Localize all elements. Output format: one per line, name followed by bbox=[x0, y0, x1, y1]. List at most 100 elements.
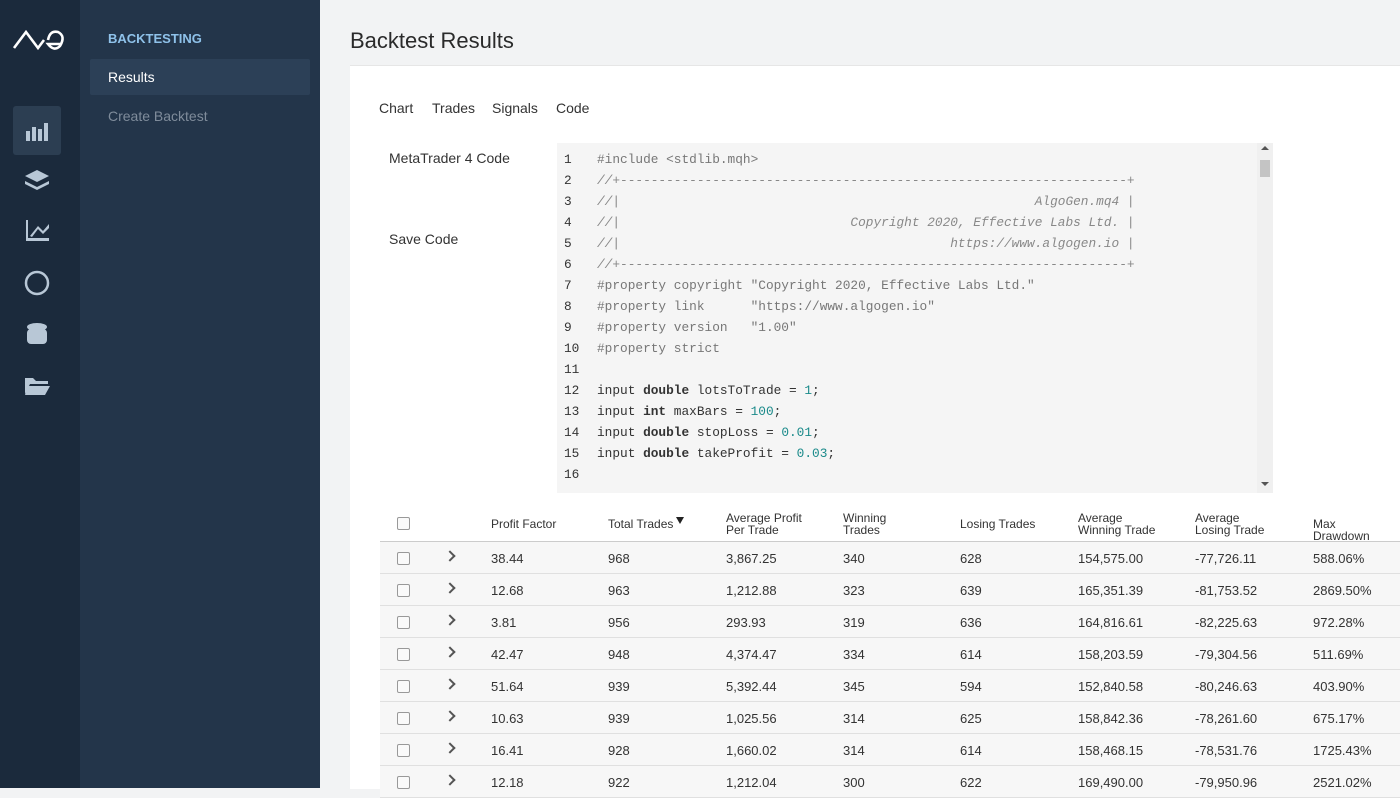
table-row: 51.64 939 5,392.44 345 594 152,840.58 -80,246.… bbox=[380, 670, 1400, 702]
line-number: 7 bbox=[564, 278, 572, 293]
line-number: 6 bbox=[564, 257, 572, 272]
code-token: input bbox=[597, 383, 644, 398]
side-menu-item[interactable]: Save Code bbox=[389, 231, 459, 247]
line-number: 13 bbox=[564, 404, 580, 419]
table-cell: 2521.02% bbox=[1313, 775, 1372, 790]
table-cell: 594 bbox=[960, 679, 982, 694]
column-header[interactable]: Average Profit Per Trade bbox=[726, 511, 802, 537]
table-cell: 340 bbox=[843, 551, 865, 566]
column-header[interactable]: Losing Trades bbox=[960, 517, 1036, 531]
table-cell: 300 bbox=[843, 775, 865, 790]
tab[interactable]: Code bbox=[556, 100, 590, 116]
nav-icons[interactable] bbox=[24, 123, 50, 395]
expand-chevron[interactable] bbox=[444, 774, 456, 786]
expand-chevron[interactable] bbox=[444, 550, 456, 562]
scrollbar[interactable] bbox=[1257, 143, 1273, 493]
expand-chevron[interactable] bbox=[444, 710, 456, 722]
expand-chevron[interactable] bbox=[444, 646, 456, 658]
column-header[interactable]: Winning Trades bbox=[843, 511, 887, 537]
code-line: input int maxBars = 100; bbox=[597, 404, 781, 419]
table-row: 10.63 939 1,025.56 314 625 158,842.36 -78,261.… bbox=[380, 702, 1400, 734]
table-cell: -78,531.76 bbox=[1195, 743, 1258, 758]
table-cell: -78,261.60 bbox=[1195, 711, 1258, 726]
expand-chevron[interactable] bbox=[444, 614, 456, 626]
row-checkbox[interactable] bbox=[397, 712, 410, 725]
tab[interactable]: Chart bbox=[379, 100, 414, 116]
table-cell: 922 bbox=[608, 775, 630, 790]
table-cell: 165,351.39 bbox=[1078, 583, 1144, 598]
table-cell: 2869.50% bbox=[1313, 583, 1372, 598]
table-cell: 10.63 bbox=[491, 711, 524, 726]
table-cell: 3,867.25 bbox=[726, 551, 777, 566]
table-cell: 323 bbox=[843, 583, 865, 598]
nav-item[interactable]: Create Backtest bbox=[108, 108, 208, 124]
line-number: 5 bbox=[564, 236, 572, 251]
table-cell: 152,840.58 bbox=[1078, 679, 1144, 694]
table-cell: 314 bbox=[843, 743, 865, 758]
table-cell: 319 bbox=[843, 615, 865, 630]
table-row: 42.47 948 4,374.47 334 614 158,203.59 -79,304.… bbox=[380, 638, 1400, 670]
row-checkbox[interactable] bbox=[397, 584, 410, 597]
table-cell: 158,468.15 bbox=[1078, 743, 1144, 758]
side-menu-item[interactable]: MetaTrader 4 Code bbox=[389, 150, 510, 166]
row-checkbox[interactable] bbox=[397, 776, 410, 789]
line-number: 9 bbox=[564, 320, 572, 335]
table-cell: 345 bbox=[843, 679, 865, 694]
expand-chevron[interactable] bbox=[444, 742, 456, 754]
row-checkbox[interactable] bbox=[397, 552, 410, 565]
table-cell: 939 bbox=[608, 679, 630, 694]
sort-arrow[interactable] bbox=[676, 517, 684, 524]
code-line: #property version "1.00" bbox=[597, 320, 797, 335]
row-checkbox[interactable] bbox=[397, 616, 410, 629]
table-cell: 5,392.44 bbox=[726, 679, 777, 694]
tab[interactable]: Trades bbox=[432, 100, 476, 116]
expand-chevron[interactable] bbox=[444, 678, 456, 690]
column-header[interactable]: Total Trades bbox=[608, 517, 674, 531]
nav-panel: BACKTESTING Results Create Backtest bbox=[80, 0, 320, 788]
table-cell: 51.64 bbox=[491, 679, 524, 694]
row-checkbox[interactable] bbox=[397, 648, 410, 661]
code-token: lotsToTrade = bbox=[689, 383, 805, 398]
code-line: input double lotsToTrade = 1; bbox=[597, 383, 820, 398]
table-cell: 928 bbox=[608, 743, 630, 758]
code-line: #property strict bbox=[597, 341, 720, 356]
code-line: input double stopLoss = 0.01; bbox=[597, 425, 820, 440]
code-token: maxBars = bbox=[666, 404, 751, 419]
icon-rail bbox=[0, 0, 80, 788]
table-cell: 1,660.02 bbox=[726, 743, 777, 758]
tab[interactable]: Signals bbox=[492, 100, 538, 116]
scroll-thumb[interactable] bbox=[1260, 160, 1270, 177]
column-header[interactable]: Max Drawdown bbox=[1313, 517, 1370, 543]
table-cell: 293.93 bbox=[726, 615, 766, 630]
row-checkbox[interactable] bbox=[397, 744, 410, 757]
row-checkbox[interactable] bbox=[397, 680, 410, 693]
code-token: stopLoss = bbox=[689, 425, 782, 440]
nav-section: BACKTESTING bbox=[108, 31, 202, 46]
expand-chevron[interactable] bbox=[444, 582, 456, 594]
code-editor: 1 #include <stdlib.mqh> 2 //+--------------… bbox=[557, 143, 1273, 493]
header-checkbox[interactable] bbox=[397, 517, 410, 530]
table-cell: 614 bbox=[960, 743, 982, 758]
code-token: 1 bbox=[804, 383, 813, 398]
header-border bbox=[380, 541, 1400, 542]
column-header[interactable]: Profit Factor bbox=[491, 517, 557, 531]
table-cell: -80,246.63 bbox=[1195, 679, 1258, 694]
scroll-down[interactable] bbox=[1261, 482, 1269, 486]
table-cell: 403.90% bbox=[1313, 679, 1365, 694]
table-cell: 1,025.56 bbox=[726, 711, 777, 726]
column-header[interactable]: Average Winning Trade bbox=[1078, 511, 1156, 537]
table-cell: 625 bbox=[960, 711, 982, 726]
code-token: ; bbox=[773, 404, 782, 419]
table-cell: 16.41 bbox=[491, 743, 524, 758]
code-line: //| https://www.algogen.io | bbox=[597, 236, 1135, 251]
table-cell: 614 bbox=[960, 647, 982, 662]
scroll-up[interactable] bbox=[1261, 146, 1269, 150]
column-header[interactable]: Average Losing Trade bbox=[1195, 511, 1265, 537]
table-cell: 588.06% bbox=[1313, 551, 1365, 566]
nav-item[interactable]: Results bbox=[90, 59, 310, 95]
line-number: 2 bbox=[564, 173, 572, 188]
line-number: 8 bbox=[564, 299, 572, 314]
line-number: 1 bbox=[564, 152, 572, 167]
table-cell: -79,950.96 bbox=[1195, 775, 1258, 790]
code-token: takeProfit = bbox=[689, 446, 797, 461]
